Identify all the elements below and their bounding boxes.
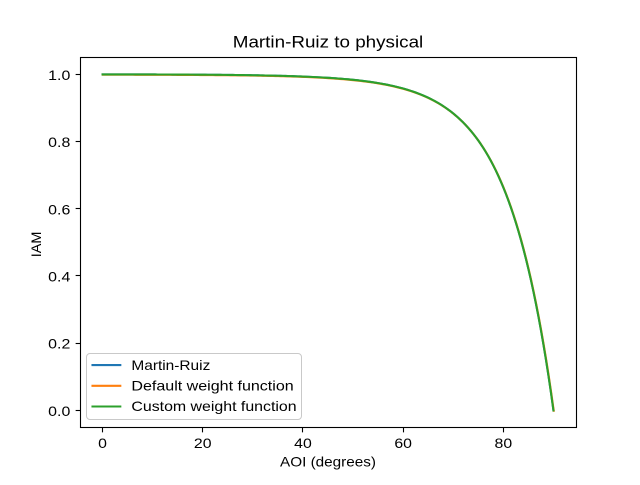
svg-text:80: 80 [495, 435, 513, 451]
svg-text:1.0: 1.0 [48, 67, 70, 83]
svg-text:0.4: 0.4 [48, 269, 70, 285]
svg-text:0.0: 0.0 [48, 403, 70, 419]
svg-text:0.6: 0.6 [48, 201, 70, 217]
svg-text:Martin-Ruiz: Martin-Ruiz [131, 357, 210, 373]
svg-text:0.8: 0.8 [48, 134, 70, 150]
svg-text:IAM: IAM [28, 232, 44, 258]
svg-text:Default weight function: Default weight function [131, 378, 293, 394]
svg-text:AOI (degrees): AOI (degrees) [280, 453, 376, 469]
svg-text:Martin-Ruiz to physical: Martin-Ruiz to physical [233, 33, 424, 52]
svg-text:60: 60 [394, 435, 412, 451]
svg-text:0: 0 [98, 435, 107, 451]
svg-text:0.2: 0.2 [48, 336, 70, 352]
svg-text:Custom weight function: Custom weight function [131, 398, 296, 414]
svg-text:20: 20 [194, 435, 212, 451]
svg-text:40: 40 [294, 435, 312, 451]
